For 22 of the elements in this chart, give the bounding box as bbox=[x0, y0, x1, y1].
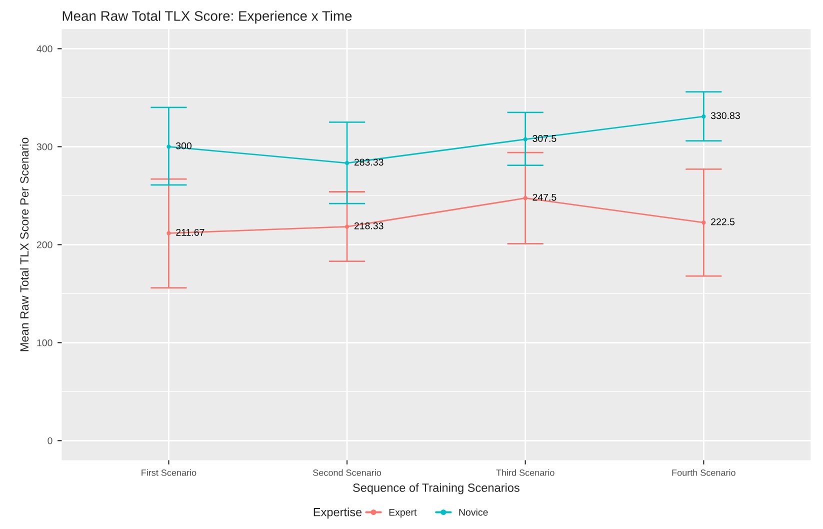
data-label: 211.67 bbox=[176, 228, 204, 236]
legend-title: Expertise bbox=[314, 508, 362, 519]
chart-title: Mean Raw Total TLX Score: Experience x Time bbox=[62, 10, 352, 24]
legend-label: Novice bbox=[459, 508, 488, 516]
y-axis-title: Mean Raw Total TLX Score Per Scenario bbox=[20, 138, 29, 352]
data-label: 283.33 bbox=[354, 158, 384, 166]
data-label: 247.5 bbox=[532, 194, 556, 201]
y-tick-label: 300 bbox=[36, 143, 52, 150]
y-tick-label: 400 bbox=[36, 45, 52, 52]
x-tick-label: Second Scenario bbox=[313, 469, 382, 476]
data-label: 218.33 bbox=[354, 222, 384, 230]
data-label: 307.5 bbox=[532, 135, 556, 142]
x-tick-label: Fourth Scenario bbox=[672, 469, 736, 476]
y-tick-label: 200 bbox=[36, 241, 52, 248]
data-label: 222.5 bbox=[711, 218, 735, 226]
x-tick-label: First Scenario bbox=[142, 469, 196, 476]
data-label: 330.83 bbox=[710, 112, 740, 120]
x-tick-label: Third Scenario bbox=[496, 469, 554, 476]
y-tick-label: 0 bbox=[48, 437, 52, 444]
x-axis-title: Sequence of Training Scenarios bbox=[353, 483, 520, 494]
y-tick-label: 100 bbox=[37, 339, 52, 346]
legend-label: Expert bbox=[389, 508, 417, 518]
